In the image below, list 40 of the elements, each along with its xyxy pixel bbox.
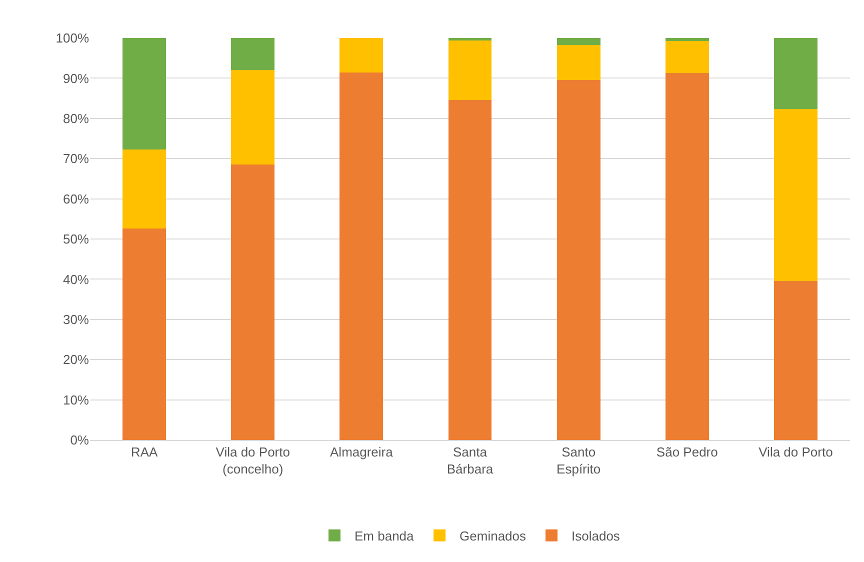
y-tick-label: 90% [62, 70, 90, 86]
bar [556, 44, 600, 80]
bar [340, 72, 384, 440]
x-tick-label: Santo Espírito [556, 444, 601, 476]
x-tick-label: São Pedro [656, 444, 718, 460]
bar [665, 72, 709, 440]
bar [448, 40, 492, 100]
bar [340, 38, 384, 73]
y-tick-label: 10% [62, 392, 90, 408]
bar [665, 41, 709, 73]
bar [556, 38, 600, 45]
bar [122, 38, 166, 150]
x-tick-label: Almagreira [330, 444, 394, 460]
bar [556, 80, 600, 440]
x-tick-label: Santa Bárbara [446, 444, 494, 476]
legend-label: Isolados [572, 528, 620, 544]
y-tick-label: 60% [62, 191, 90, 206]
legend-label: Em banda [354, 528, 415, 544]
bar [774, 38, 818, 110]
bar [231, 70, 275, 165]
y-tick-label: 100% [56, 30, 90, 46]
bar [122, 228, 166, 440]
x-tick-label: Vila do Porto [758, 444, 833, 460]
bar [231, 38, 275, 70]
bar [231, 164, 275, 440]
y-tick-label: 0% [70, 432, 90, 448]
y-tick-label: 80% [62, 110, 90, 126]
legend-label: Geminados [460, 528, 527, 544]
bar [665, 38, 709, 42]
x-tick-label: Vila do Porto (concelho) [216, 444, 290, 476]
bar [448, 100, 492, 440]
bar [122, 149, 166, 229]
y-tick-label: 50% [62, 232, 90, 247]
y-tick-label: 20% [62, 352, 90, 368]
bar [774, 109, 818, 281]
y-tick-label: 70% [62, 151, 90, 166]
y-tick-label: 40% [62, 272, 90, 287]
bar [774, 280, 818, 440]
x-tick-label: RAA [130, 444, 158, 460]
y-tick-label: 30% [62, 312, 90, 327]
